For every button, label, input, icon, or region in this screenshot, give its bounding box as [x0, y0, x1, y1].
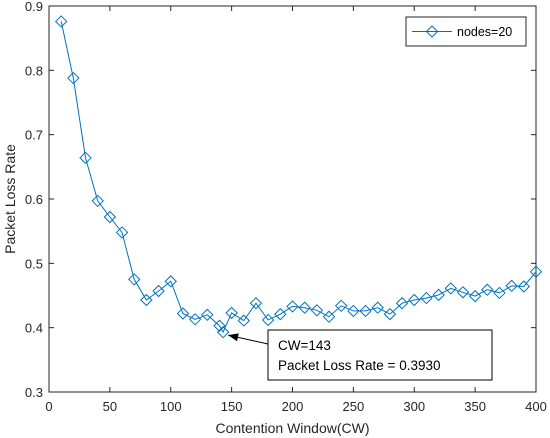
- data-point: [468, 289, 482, 303]
- x-tick-label: 250: [343, 399, 365, 414]
- data-point: [334, 299, 348, 313]
- y-tick-label: 0.6: [25, 192, 43, 207]
- data-point: [298, 301, 311, 314]
- y-tick-label: 0.8: [25, 63, 43, 78]
- data-point: [274, 307, 287, 321]
- x-tick-label: 200: [282, 399, 304, 414]
- annotation-text-line: CW=143: [278, 338, 331, 353]
- data-point: [359, 304, 372, 318]
- data-point: [310, 304, 324, 317]
- data-point: [128, 273, 141, 286]
- data-point: [347, 304, 360, 318]
- data-point: [213, 319, 226, 332]
- data-point: [249, 297, 263, 310]
- y-tick-label: 0.3: [25, 385, 43, 400]
- data-point: [103, 210, 117, 224]
- x-tick-label: 50: [103, 399, 117, 414]
- x-tick-label: 150: [221, 399, 243, 414]
- data-point: [432, 288, 445, 302]
- data-point: [67, 71, 80, 85]
- data-point: [529, 265, 543, 278]
- data-point: [79, 151, 92, 165]
- x-tick-label: 0: [45, 399, 52, 414]
- annotation-box: [267, 329, 493, 381]
- data-point: [517, 280, 531, 293]
- axis-ticks: 0 50 100 150 200 250 300 350 400 0.3 0.4 0.5 0.6 0.7 0…: [25, 0, 547, 414]
- data-point: [164, 275, 177, 288]
- data-point: [152, 284, 165, 298]
- legend: nodes=20: [405, 16, 527, 47]
- data-point: [322, 310, 336, 323]
- data-point: [225, 306, 238, 320]
- data-point: [140, 293, 153, 307]
- data-point: [115, 226, 129, 239]
- data-point: [408, 293, 421, 307]
- x-tick-label: 100: [160, 399, 182, 414]
- data-point: [216, 325, 230, 339]
- legend-label: nodes=20: [457, 25, 512, 39]
- data-point: [371, 301, 384, 314]
- data-point: [493, 286, 506, 300]
- data-point: [456, 286, 470, 299]
- annotation: CW=143 Packet Loss Rate = 0.3930: [227, 329, 493, 381]
- y-tick-label: 0.7: [25, 128, 43, 143]
- data-point: [481, 283, 494, 296]
- data-point: [176, 307, 190, 320]
- data-point: [54, 15, 68, 28]
- y-tick-label: 0.5: [25, 256, 43, 271]
- plot-area: [48, 5, 537, 393]
- annotation-arrow-head: [228, 333, 239, 342]
- series-layer: [54, 15, 543, 339]
- x-tick-label: 300: [403, 399, 425, 414]
- data-point: [286, 300, 299, 313]
- y-tick-label: 0.9: [25, 0, 43, 14]
- annotation-text-line: Packet Loss Rate = 0.3930: [278, 358, 440, 373]
- data-point: [505, 279, 518, 293]
- data-point: [188, 313, 202, 326]
- y-axis-label: Packet Loss Rate: [2, 144, 18, 254]
- x-axis-label: Contention Window(CW): [215, 420, 369, 436]
- data-point: [420, 291, 433, 305]
- y-tick-label: 0.4: [25, 321, 43, 336]
- data-point: [91, 194, 104, 208]
- data-point: [237, 314, 251, 327]
- data-point: [444, 282, 457, 295]
- x-tick-label: 400: [525, 399, 547, 414]
- data-point: [261, 313, 275, 327]
- legend-marker: [425, 25, 439, 38]
- data-point: [383, 307, 397, 321]
- data-point: [201, 308, 214, 322]
- x-tick-label: 350: [464, 399, 486, 414]
- data-point: [395, 297, 409, 310]
